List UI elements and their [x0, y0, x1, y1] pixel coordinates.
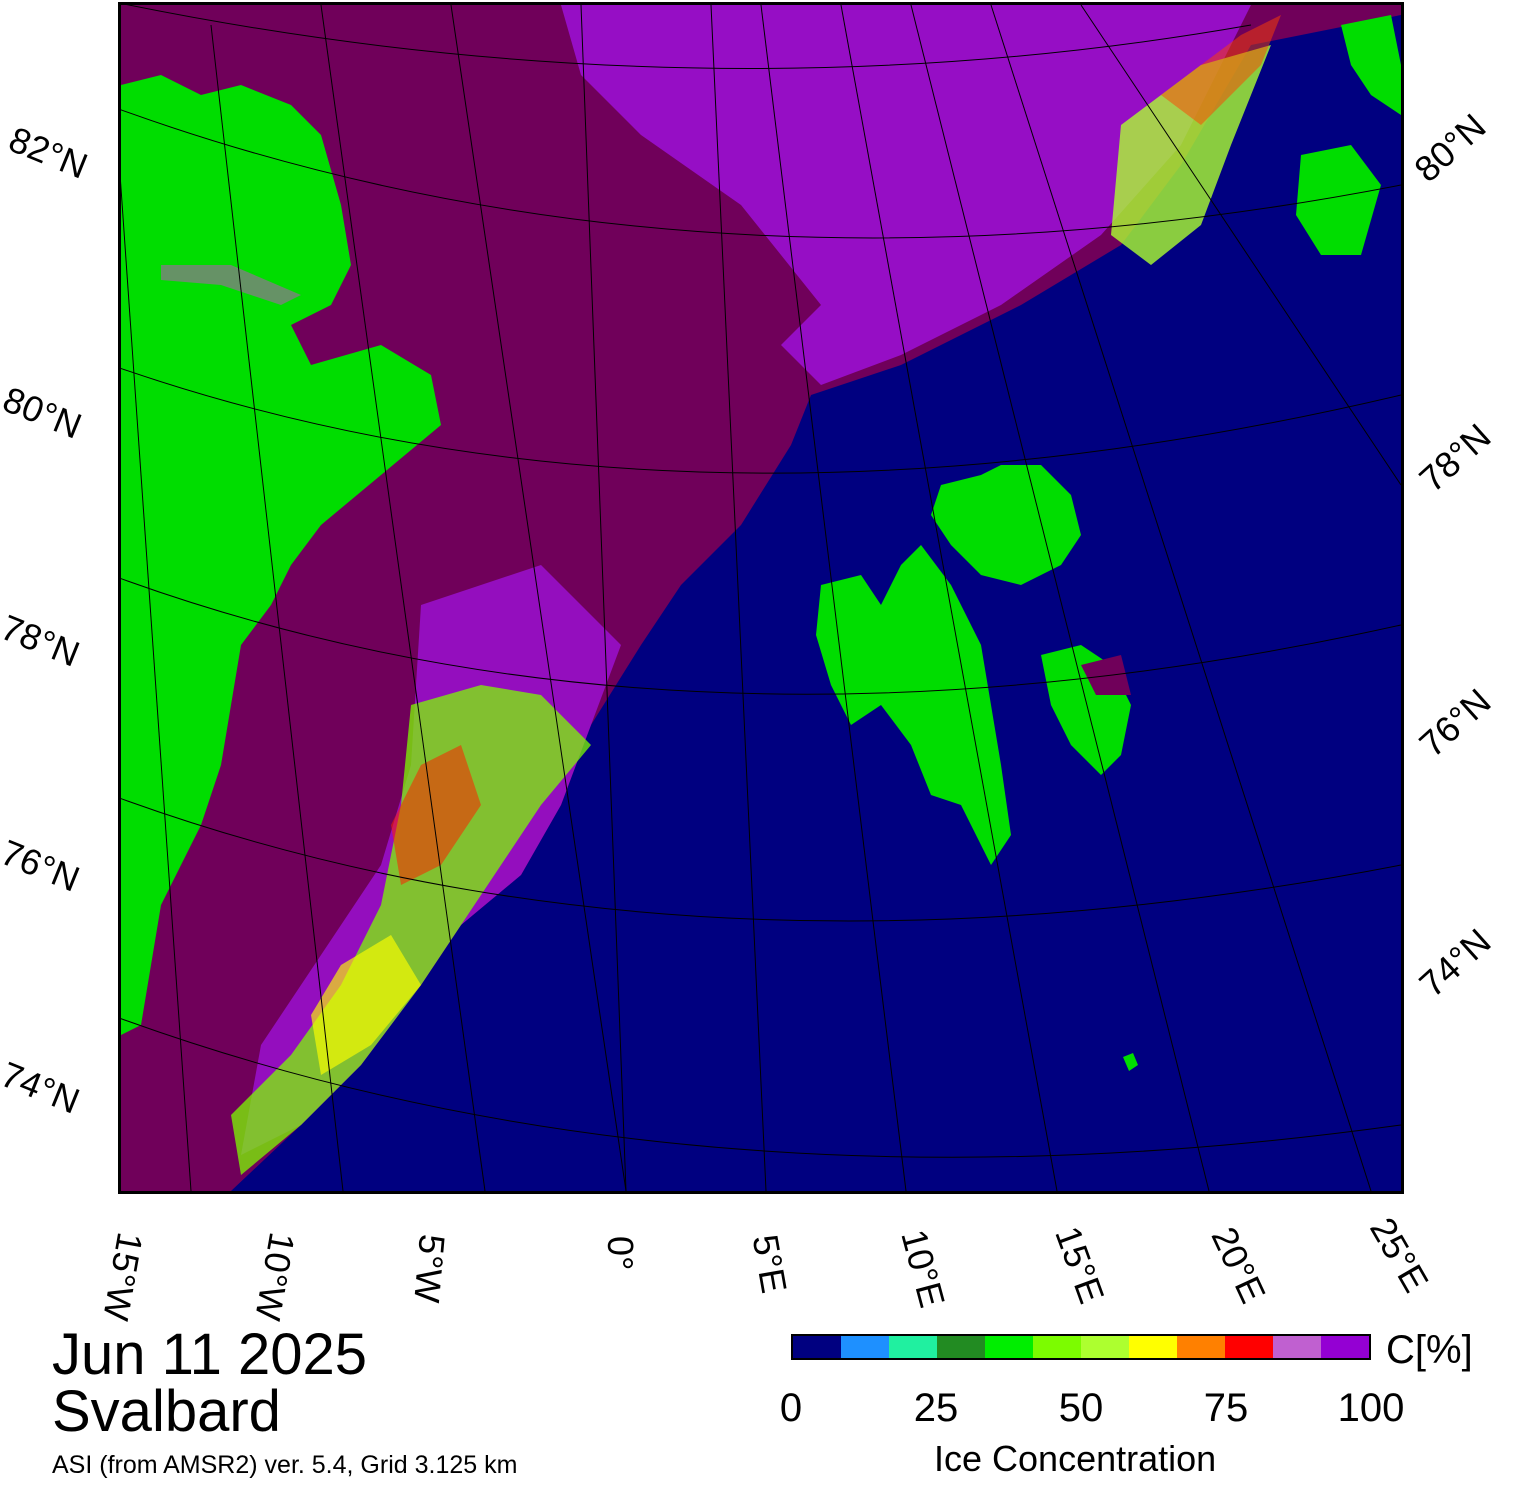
ice-margin-purple — [561, 5, 1251, 385]
colorbar — [791, 1334, 1371, 1360]
lat-label-74n-left: 74°N — [0, 1053, 86, 1122]
lat-label-80n-right: 80°N — [1406, 105, 1494, 190]
map-panel — [118, 2, 1404, 1194]
lon-label-15e: 15°E — [1047, 1220, 1113, 1309]
svalbard-ice-pocket — [1081, 655, 1131, 695]
ice-concentration-map — [121, 5, 1401, 1191]
greenland-landmass — [121, 75, 441, 1035]
colorbar-segment-6 — [1081, 1336, 1129, 1358]
colorbar-tick-75: 75 — [1203, 1386, 1249, 1430]
lat-label-78n-right: 78°N — [1411, 415, 1499, 500]
map-region: Svalbard — [52, 1379, 281, 1444]
map-date: Jun 11 2025 — [52, 1322, 367, 1387]
colorbar-segment-5 — [1033, 1336, 1081, 1358]
lat-label-82n: 82°N — [3, 118, 94, 187]
lat-label-80n-left: 80°N — [0, 378, 88, 447]
colorbar-segment-1 — [841, 1336, 889, 1358]
colorbar-segment-10 — [1273, 1336, 1321, 1358]
lon-label-10e: 10°E — [893, 1225, 954, 1312]
lon-label-15w: 15°W — [95, 1229, 151, 1324]
latitude-gridlines — [121, 5, 1401, 1158]
colorbar-segment-8 — [1177, 1336, 1225, 1358]
lon-label-5w: 5°W — [406, 1232, 453, 1305]
colorbar-segment-11 — [1321, 1336, 1369, 1358]
colorbar-segment-4 — [985, 1336, 1033, 1358]
franz-josef-land-south — [1296, 145, 1381, 255]
svalbard-spitsbergen — [816, 545, 1011, 865]
longitude-gridlines — [121, 5, 1401, 1191]
marginal-ice-zone-yellow — [311, 935, 421, 1075]
lon-label-0: 0° — [600, 1236, 641, 1271]
lat-label-74n-right: 74°N — [1411, 920, 1499, 1005]
colorbar-title: Ice Concentration — [934, 1438, 1217, 1479]
lat-label-78n-left: 78°N — [0, 606, 86, 675]
colorbar-tick-50: 50 — [1058, 1386, 1104, 1430]
marginal-ice-zone-north — [1111, 45, 1271, 265]
colorbar-segment-3 — [937, 1336, 985, 1358]
data-source-caption: ASI (from AMSR2) ver. 5.4, Grid 3.125 km — [52, 1451, 518, 1479]
colorbar-segment-2 — [889, 1336, 937, 1358]
svalbard-nordaustlandet — [931, 465, 1081, 585]
lat-label-76n-right: 76°N — [1411, 680, 1499, 765]
greenland-fjord — [161, 265, 301, 305]
colorbar-tick-0: 0 — [779, 1386, 803, 1430]
franz-josef-land — [1341, 15, 1401, 115]
lat-label-76n-left: 76°N — [0, 831, 86, 900]
colorbar-segment-9 — [1225, 1336, 1273, 1358]
colorbar-tick-100: 100 — [1337, 1386, 1405, 1430]
colorbar-tick-25: 25 — [913, 1386, 959, 1430]
colorbar-unit: C[%] — [1386, 1328, 1473, 1372]
lon-label-25e: 25°E — [1362, 1210, 1437, 1299]
lon-label-5e: 5°E — [744, 1231, 796, 1297]
lon-label-10w: 10°W — [247, 1229, 303, 1324]
lon-label-20e: 20°E — [1203, 1220, 1274, 1310]
colorbar-segment-0 — [793, 1336, 841, 1358]
bear-island — [1123, 1053, 1138, 1071]
marginal-ice-zone-north-red — [1161, 15, 1281, 125]
marginal-ice-zone-red — [391, 745, 481, 885]
colorbar-segment-7 — [1129, 1336, 1177, 1358]
